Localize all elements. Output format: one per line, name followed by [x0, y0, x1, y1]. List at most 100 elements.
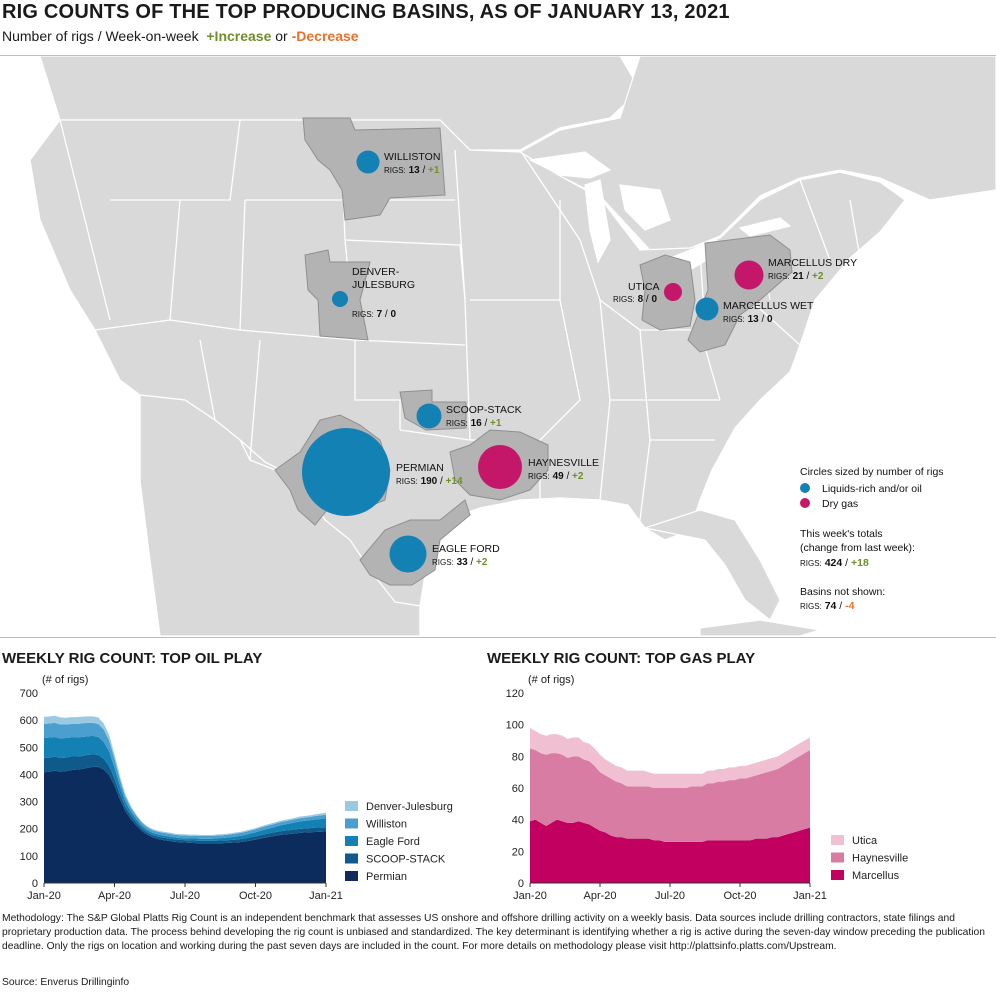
x-tick-label: Jan-21	[309, 890, 343, 902]
ut-rigs-prefix: RIGS:	[613, 295, 635, 304]
y-tick-label: 500	[20, 742, 38, 754]
y-tick-label: 0	[32, 878, 38, 890]
oil-ylabel: (# of rigs)	[42, 674, 89, 686]
area-series-haynesville	[530, 748, 810, 842]
x-tick-label: Jul-20	[170, 890, 200, 902]
y-tick-label: 60	[512, 783, 524, 795]
scoop-stack-circle	[416, 403, 442, 429]
area-series-marcellus	[530, 819, 810, 883]
denver-julesburg-label: DENVER-	[352, 266, 400, 278]
legend-swatch	[831, 835, 844, 845]
williston-stats: RIGS: 13 / +1	[384, 165, 440, 176]
dj-change: 0	[390, 309, 396, 320]
not-shown-stats: RIGS: 74 / -4	[800, 600, 855, 612]
williston-rigs-prefix: RIGS:	[384, 166, 406, 175]
y-tick-label: 100	[506, 720, 524, 732]
utica-stats: RIGS: 8 / 0	[613, 294, 657, 305]
y-tick-label: 100	[20, 851, 38, 863]
source-note: Source: Enverus Drillinginfo	[2, 977, 130, 988]
totals-sub: (change from last week):	[800, 542, 915, 554]
legend-swatch	[831, 870, 844, 880]
williston-change: +1	[428, 165, 440, 176]
page-title: RIG COUNTS OF THE TOP PRODUCING BASINS, …	[2, 1, 730, 23]
not-shown-change: -4	[845, 600, 854, 612]
y-tick-label: 400	[20, 769, 38, 781]
totals-heading: This week's totals	[800, 528, 883, 540]
y-tick-label: 300	[20, 797, 38, 809]
subtitle-increase: +Increase	[206, 28, 272, 44]
y-tick-label: 20	[512, 846, 524, 858]
haynesville-circle	[478, 445, 522, 489]
permian-stats: RIGS: 190 / +14	[396, 476, 463, 487]
md-change: +2	[812, 271, 824, 282]
marcellus-wet-label: MARCELLUS WET	[723, 300, 814, 312]
denver-julesburg-circle	[332, 291, 348, 307]
florida-landmass	[642, 509, 781, 621]
x-tick-label: Jul-20	[655, 890, 685, 902]
totals-stats: RIGS: 424 / +18	[800, 557, 869, 569]
ns-rigs-prefix: RIGS:	[800, 602, 822, 611]
eagle-ford-stats: RIGS: 33 / +2	[432, 557, 488, 568]
y-tick-label: 80	[512, 751, 524, 763]
haynesville-stats: RIGS: 49 / +2	[528, 471, 584, 482]
dj-rigs: 7	[377, 309, 383, 320]
totals-change: +18	[851, 557, 869, 569]
legend-label: Utica	[852, 835, 878, 847]
marcellus-dry-label: MARCELLUS DRY	[768, 257, 857, 269]
marcellus-wet-stats: RIGS: 13 / 0	[723, 314, 773, 325]
x-tick-label: Oct-20	[239, 890, 272, 902]
legend-label: Williston	[366, 819, 407, 831]
ss-rigs-prefix: RIGS:	[446, 419, 468, 428]
denver-julesburg-label2: JULESBURG	[352, 279, 415, 291]
y-tick-label: 700	[20, 688, 38, 700]
y-tick-label: 200	[20, 824, 38, 836]
legend-label: Marcellus	[852, 870, 900, 882]
cuba-landmass	[699, 619, 821, 636]
eagle-ford-label: EAGLE FORD	[432, 543, 500, 555]
williston-rigs: 13	[409, 165, 421, 176]
legend-swatch	[345, 853, 358, 864]
legend-swatch	[345, 836, 358, 846]
gas-area-chart: 0 20 40 60 80 100 120 Jan-20 Apr-20 Jul-20 Oct-20 J…	[506, 688, 909, 902]
permian-change: +14	[446, 476, 463, 487]
gas-ylabel: (# of rigs)	[528, 674, 575, 686]
hv-change: +2	[572, 471, 584, 482]
utica-circle	[664, 283, 682, 301]
marcellus-wet-circle	[695, 297, 719, 321]
subtitle-or: or	[275, 28, 288, 44]
area-series-utica	[530, 727, 810, 788]
oil-chart-title: WEEKLY RIG COUNT: TOP OIL PLAY	[2, 650, 263, 667]
top-rule	[0, 55, 996, 56]
y-tick-label: 120	[506, 688, 524, 700]
legend-label: Denver-Julesburg	[366, 801, 453, 813]
methodology-note: Methodology: The S&P Global Platts Rig C…	[2, 913, 986, 952]
scoop-stack-stats: RIGS: 16 / +1	[446, 418, 502, 429]
subtitle-decrease: -Decrease	[291, 28, 359, 44]
ss-rigs: 16	[471, 418, 483, 429]
legend-label: SCOOP-STACK	[366, 854, 446, 866]
us-basin-map: WILLISTON RIGS: 13 / +1 DENVER- JULESBUR…	[30, 56, 996, 636]
area-series-scoop-stack	[44, 754, 326, 844]
legend-label: Eagle Ford	[366, 836, 420, 848]
williston-label: WILLISTON	[384, 151, 440, 163]
x-tick-label: Oct-20	[723, 890, 756, 902]
not-shown-heading: Basins not shown:	[800, 586, 885, 598]
not-shown-rigs: 74	[825, 600, 837, 612]
x-tick-label: Jan-20	[513, 890, 547, 902]
gas-chart-title: WEEKLY RIG COUNT: TOP GAS PLAY	[487, 650, 756, 667]
legend-swatch	[831, 852, 844, 863]
ef-rigs: 33	[457, 557, 469, 568]
area-series-eagle-ford	[44, 735, 326, 841]
legend-label: Permian	[366, 871, 407, 883]
legend-gas-label: Dry gas	[822, 498, 858, 510]
ef-change: +2	[476, 557, 488, 568]
legend-swatch	[345, 871, 358, 881]
mexico-landmass	[139, 394, 421, 636]
subtitle: Number of rigs / Week-on-week +Increase …	[2, 28, 359, 44]
totals-rigs: 424	[825, 557, 843, 569]
ss-change: +1	[490, 418, 502, 429]
oil-area-chart: 0 100 200 300 400 500 600 700 Jan-20 Apr-20 Jul-20…	[20, 688, 453, 902]
denver-julesburg-stats: RIGS: 7 / 0	[352, 309, 396, 320]
x-tick-label: Jan-21	[793, 890, 827, 902]
legend-label: Haynesville	[852, 853, 908, 865]
